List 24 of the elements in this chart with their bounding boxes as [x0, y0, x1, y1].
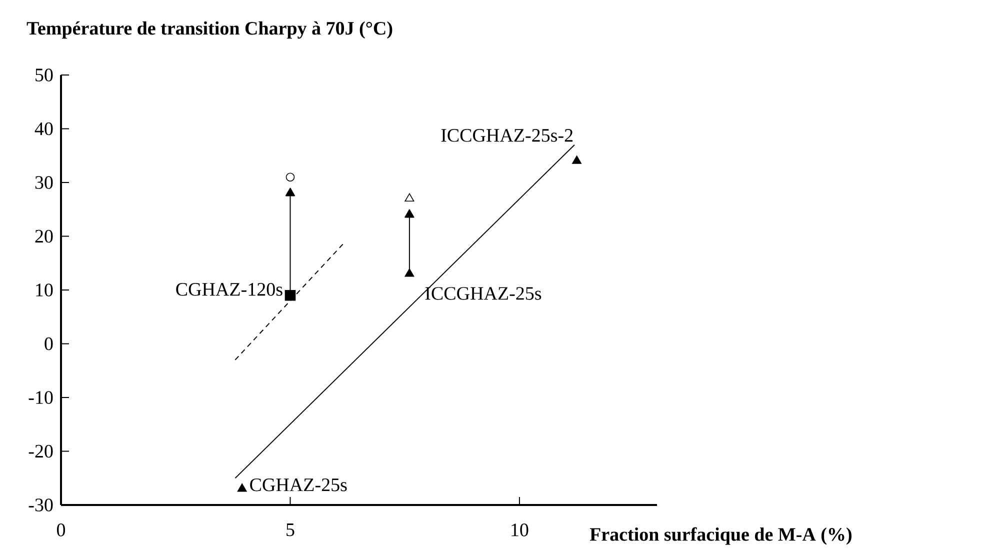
x-tick-label: 0 [56, 524, 66, 536]
y-axis-title: Température de transition Charpy à 70J (°C) [26, 21, 392, 39]
x-tick-label: 5 [286, 524, 294, 536]
point [286, 172, 295, 182]
point [572, 156, 582, 164]
annotation: ICCGHAZ-25s [425, 287, 542, 300]
y-tick-label: -30 [28, 498, 53, 512]
point [404, 193, 414, 202]
annotation: CGHAZ-120s [176, 282, 282, 296]
x-axis-title: Fraction surfacique de M-A (%) [590, 527, 852, 545]
y-tick-label: 0 [44, 337, 53, 350]
point [404, 268, 414, 277]
annotation: CGHAZ-25s [250, 478, 347, 492]
y-tick-label: -20 [28, 444, 53, 458]
x-tick-label: 10 [512, 524, 528, 536]
y-tick-label: 30 [35, 176, 53, 189]
y-tick-label: 20 [35, 230, 53, 243]
annotation: ICCGHAZ-25s-2 [441, 129, 573, 142]
y-tick-label: -10 [28, 391, 53, 404]
point [237, 483, 247, 492]
y-tick-label: 40 [34, 122, 53, 136]
y-tick-label: 50 [36, 68, 53, 82]
point [284, 290, 296, 301]
y-tick-label: 10 [36, 284, 53, 296]
